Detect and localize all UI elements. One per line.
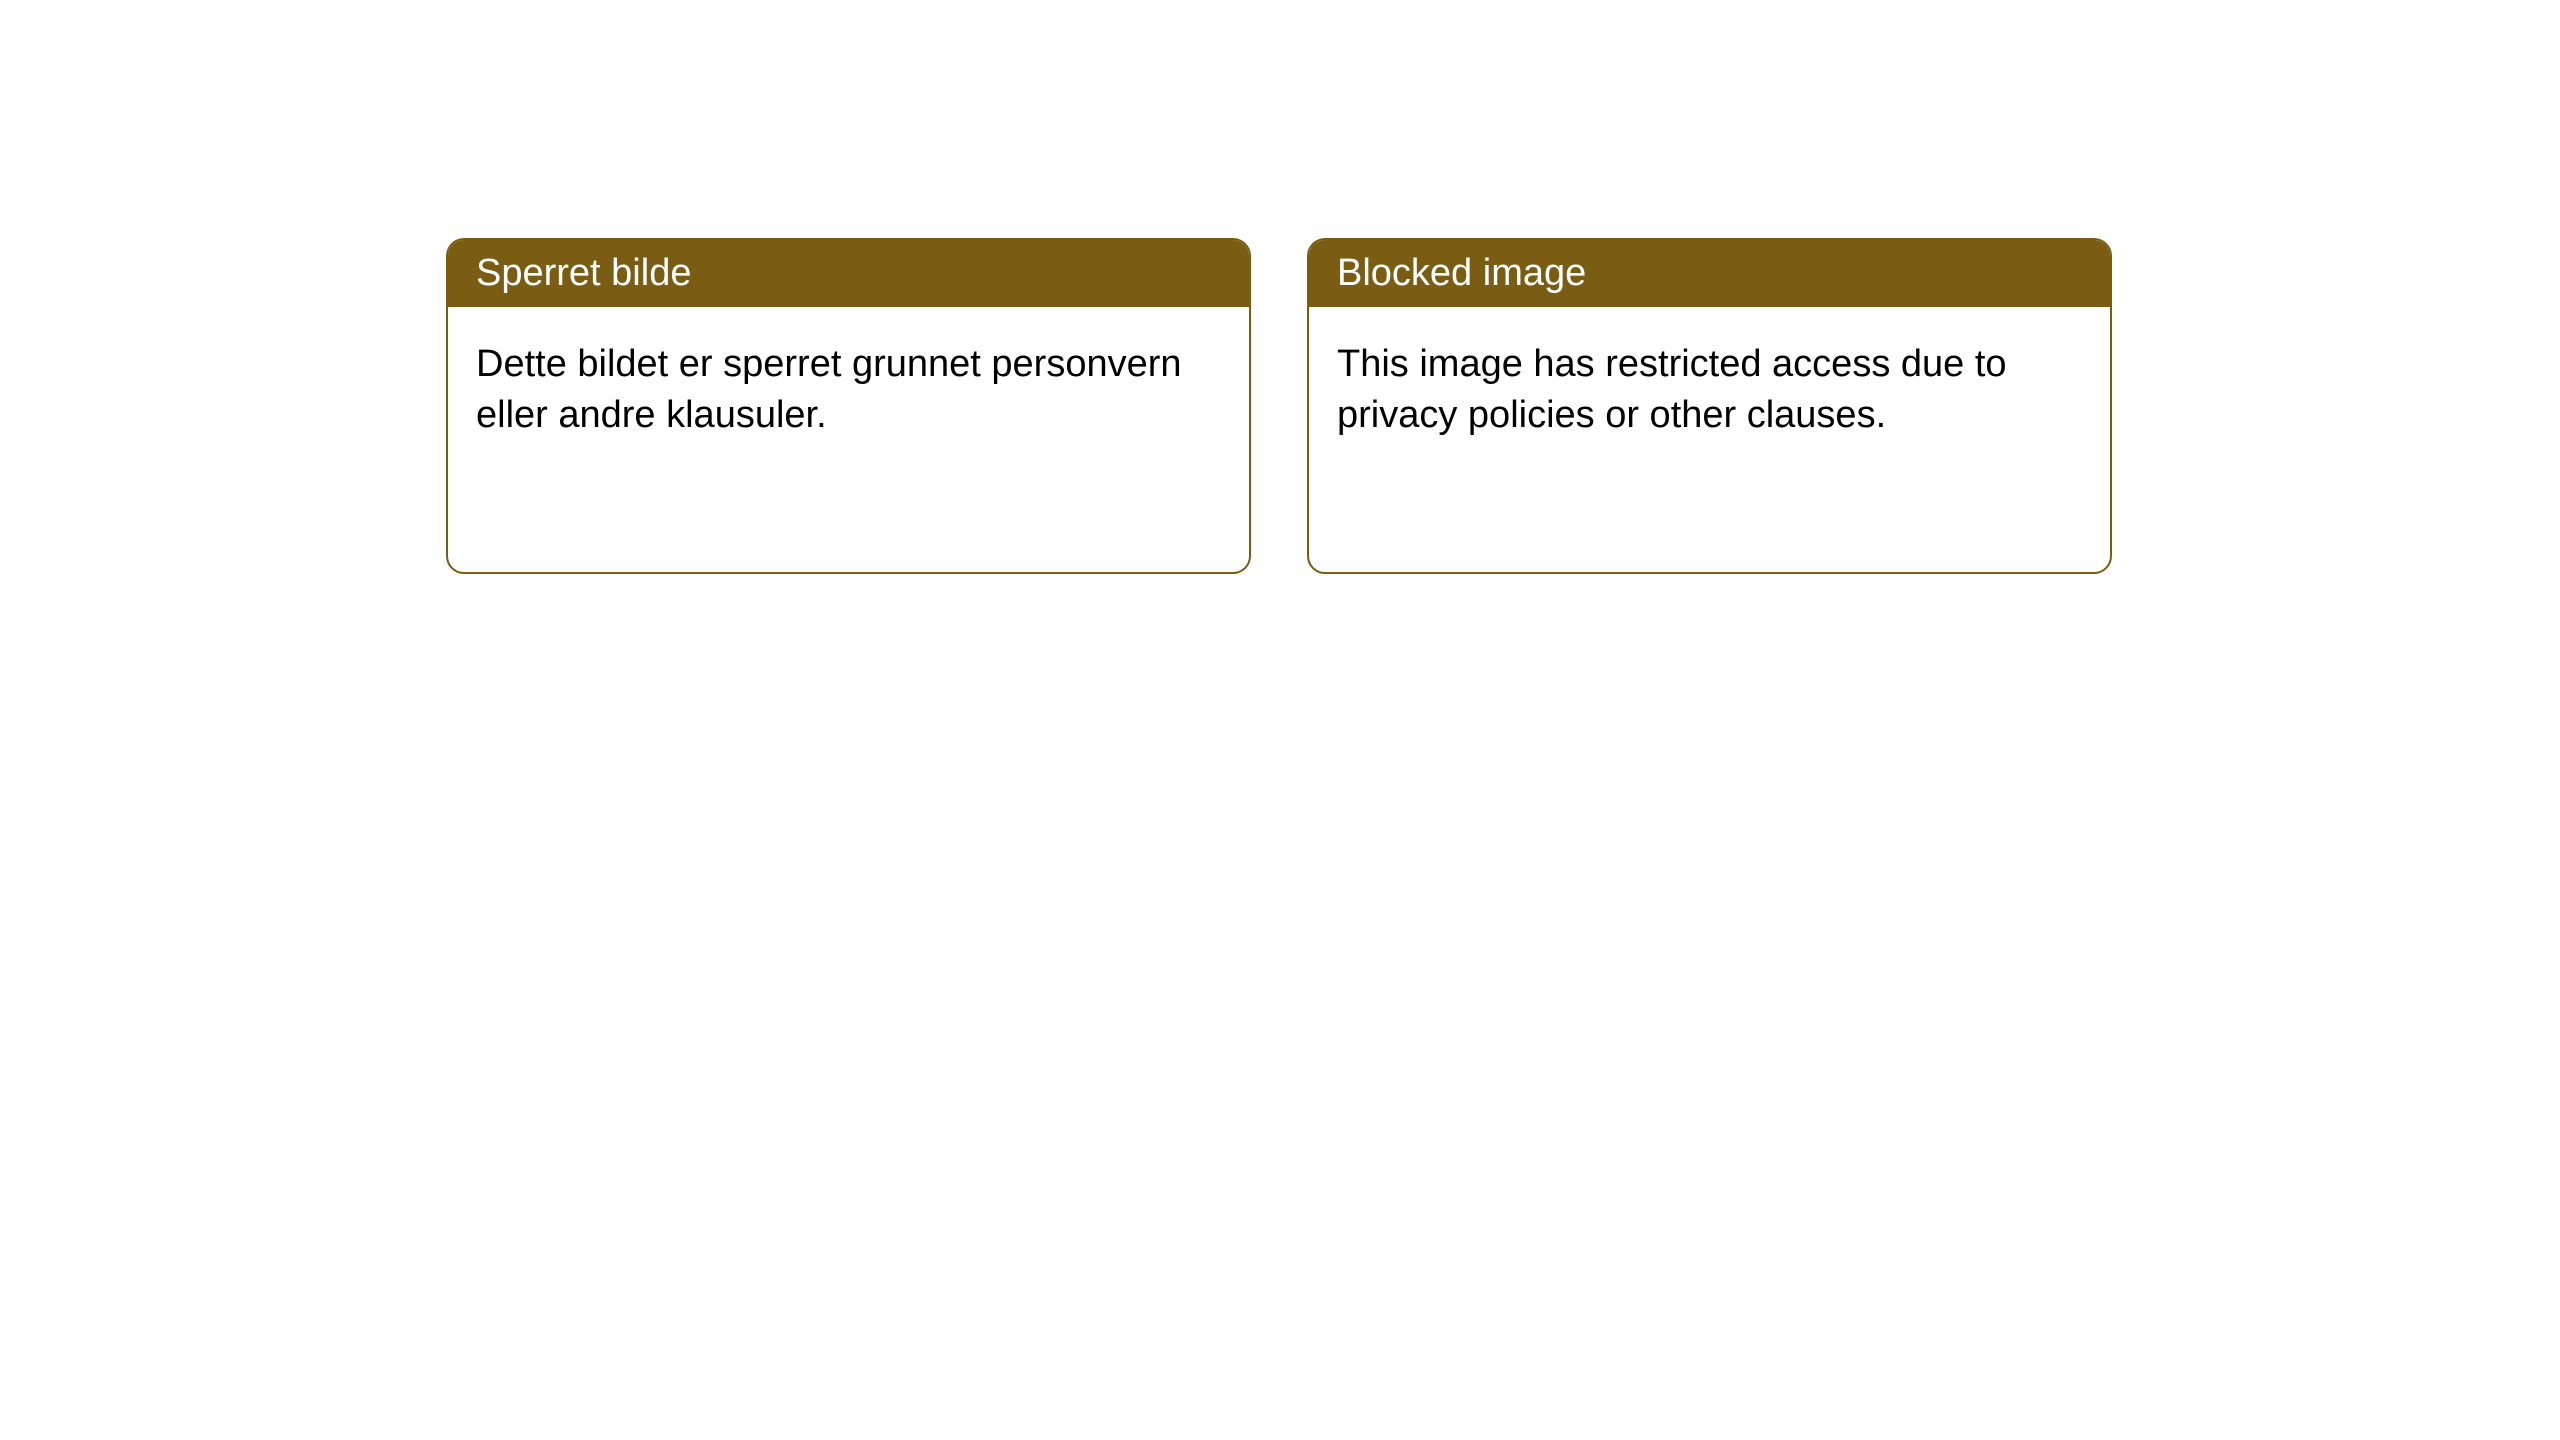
notice-body-norwegian: Dette bildet er sperret grunnet personve…: [448, 307, 1249, 474]
notice-header-norwegian: Sperret bilde: [448, 240, 1249, 307]
notice-card-english: Blocked image This image has restricted …: [1307, 238, 2112, 574]
notice-header-english: Blocked image: [1309, 240, 2110, 307]
notice-body-english: This image has restricted access due to …: [1309, 307, 2110, 474]
notice-card-norwegian: Sperret bilde Dette bildet er sperret gr…: [446, 238, 1251, 574]
notice-cards-container: Sperret bilde Dette bildet er sperret gr…: [0, 0, 2560, 574]
